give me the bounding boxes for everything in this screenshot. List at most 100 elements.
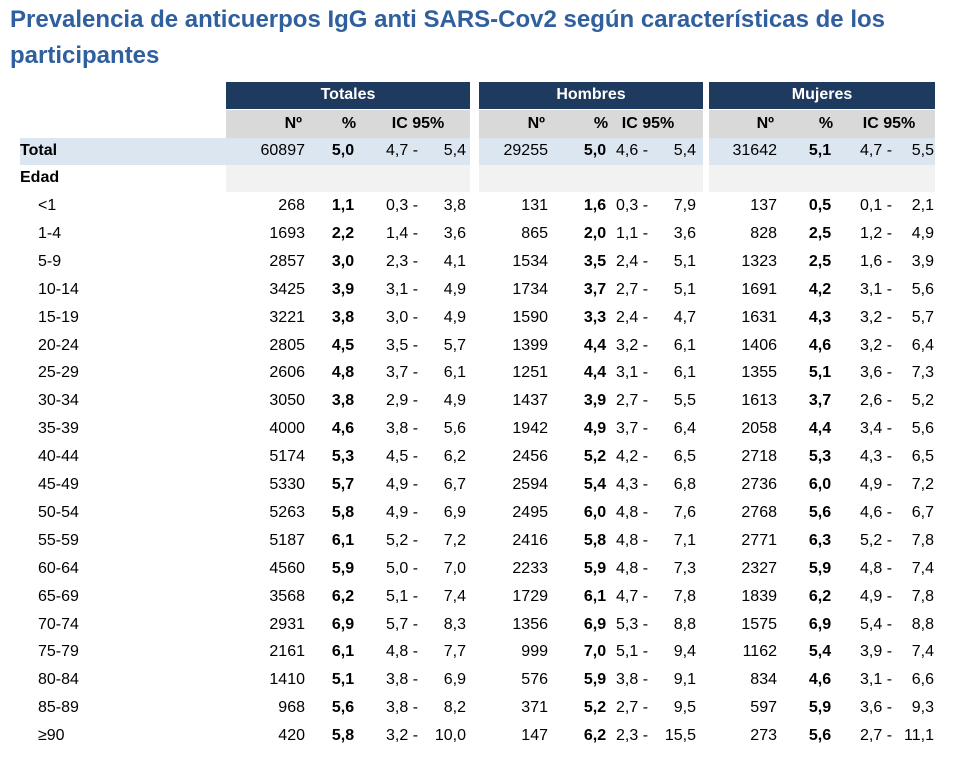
- percent: 6,0: [583, 503, 607, 521]
- percent: 0,5: [808, 197, 832, 214]
- ci-high: 7,4: [443, 587, 466, 605]
- percent: 3,8: [331, 392, 355, 410]
- count: 5187: [269, 531, 305, 549]
- ci-high: 7,3: [673, 559, 696, 577]
- percent: 4,6: [331, 420, 355, 438]
- ci-high: 5,5: [911, 142, 934, 159]
- ci-low: 5,1 -: [616, 643, 649, 661]
- row-label: 65-69: [38, 587, 79, 605]
- ci-low: 3,6 -: [860, 699, 893, 717]
- ci-high: 4,9: [443, 280, 466, 298]
- ci-low: 1,4 -: [386, 224, 419, 242]
- ci-low: 5,4 -: [860, 615, 893, 633]
- percent: 7,0: [583, 643, 607, 661]
- row-label: 40-44: [38, 448, 79, 466]
- percent: 5,9: [583, 671, 607, 689]
- count: 999: [521, 643, 548, 661]
- count: 60897: [260, 142, 306, 159]
- ci-low: 2,7 -: [616, 280, 649, 298]
- ci-low: 4,7 -: [616, 587, 649, 605]
- count: 1839: [741, 587, 777, 605]
- ci-low: 2,9 -: [386, 392, 419, 410]
- subheader-bg: [226, 110, 470, 138]
- ci-high: 8,8: [911, 615, 934, 633]
- ci-low: 4,9 -: [860, 476, 893, 493]
- subheader: %: [818, 115, 834, 132]
- count: 1356: [512, 615, 548, 633]
- ci-high: 7,4: [911, 559, 934, 577]
- percent: 4,6: [808, 671, 832, 689]
- ci-low: 4,8 -: [386, 643, 419, 661]
- percent: 5,0: [331, 142, 355, 159]
- count: 1613: [741, 392, 777, 410]
- percent: 5,3: [331, 448, 355, 466]
- ci-low: 3,1 -: [860, 671, 893, 689]
- ci-low: 3,9 -: [860, 643, 893, 661]
- ci-high: 4,9: [443, 308, 466, 326]
- ci-low: 4,3 -: [860, 448, 893, 466]
- ci-low: 0,1 -: [860, 197, 893, 214]
- ci-low: 5,0 -: [386, 559, 419, 577]
- percent: 5,4: [808, 643, 832, 661]
- count: 1355: [741, 364, 777, 382]
- ci-high: 6,7: [911, 503, 934, 521]
- ci-low: 2,4 -: [616, 252, 649, 270]
- percent: 4,2: [808, 280, 832, 298]
- percent: 3,7: [583, 280, 607, 298]
- ci-low: 5,1 -: [386, 587, 419, 605]
- percent: 2,5: [808, 224, 832, 242]
- ci-low: 2,4 -: [616, 308, 649, 326]
- ci-high: 3,8: [443, 197, 466, 214]
- percent: 2,5: [808, 252, 832, 270]
- ci-high: 7,4: [911, 643, 934, 661]
- ci-low: 3,7 -: [616, 420, 649, 438]
- ci-high: 15,5: [664, 727, 696, 745]
- ci-high: 8,3: [443, 615, 466, 633]
- count: 137: [750, 197, 777, 214]
- percent: 5,9: [331, 559, 355, 577]
- row-label: 75-79: [38, 643, 79, 661]
- ci-low: 4,3 -: [616, 476, 649, 493]
- row-label: 80-84: [38, 671, 79, 689]
- row-label: 85-89: [38, 699, 79, 717]
- ci-high: 5,1: [673, 252, 696, 270]
- percent: 6,2: [808, 587, 832, 605]
- group-header: Hombres: [556, 86, 626, 103]
- percent: 5,6: [808, 727, 832, 745]
- percent: 5,3: [808, 448, 832, 466]
- percent: 6,9: [583, 615, 607, 633]
- percent: 6,0: [808, 476, 832, 493]
- ci-high: 4,9: [911, 224, 934, 242]
- ci-low: 0,3 -: [616, 197, 649, 214]
- ci-high: 6,7: [443, 476, 466, 493]
- ci-high: 5,6: [911, 420, 934, 438]
- total-row-bg: [20, 138, 470, 165]
- row-label: 60-64: [38, 559, 79, 577]
- section-row-bg: [709, 165, 935, 192]
- ci-high: 9,4: [673, 643, 696, 661]
- ci-low: 2,7 -: [860, 727, 893, 745]
- ci-low: 3,1 -: [616, 364, 649, 382]
- percent: 6,2: [583, 727, 607, 745]
- ci-high: 9,1: [673, 671, 696, 689]
- row-label: Total: [20, 142, 58, 159]
- count: 1323: [741, 252, 777, 270]
- ci-low: 2,3 -: [616, 727, 649, 745]
- percent: 6,1: [331, 531, 355, 549]
- percent: 1,1: [331, 197, 355, 214]
- count: 1162: [742, 643, 777, 661]
- row-label: 20-24: [38, 336, 79, 354]
- count: 2594: [512, 476, 548, 493]
- ci-high: 6,1: [673, 336, 696, 354]
- ci-high: 6,9: [443, 671, 466, 689]
- percent: 2,2: [331, 224, 355, 242]
- ci-low: 3,8 -: [616, 671, 649, 689]
- percent: 5,2: [583, 448, 607, 466]
- ci-low: 4,8 -: [616, 503, 649, 521]
- count: 2416: [512, 531, 548, 549]
- ci-high: 6,4: [673, 420, 696, 438]
- ci-low: 5,7 -: [386, 615, 419, 633]
- count: 3050: [269, 392, 305, 410]
- row-label: 25-29: [38, 364, 79, 382]
